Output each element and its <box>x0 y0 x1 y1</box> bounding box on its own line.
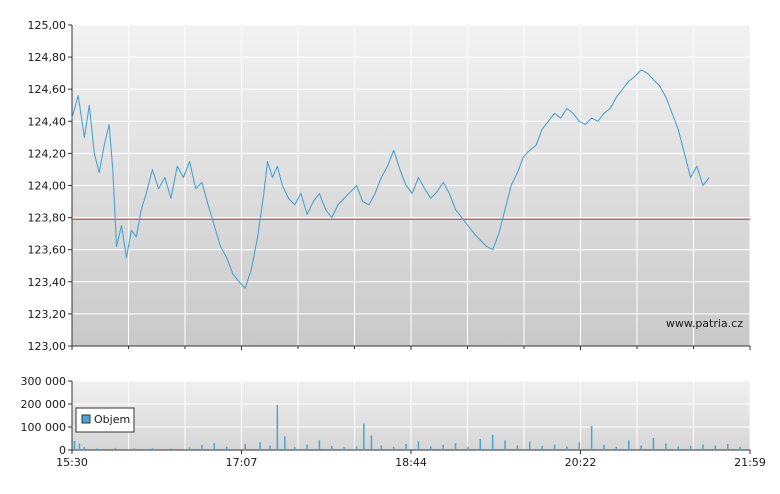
volume-bar <box>504 440 506 450</box>
volume-bar <box>603 444 605 450</box>
volume-bar <box>170 448 172 450</box>
x-tick-label: 18:44 <box>395 456 427 469</box>
volume-bar <box>83 447 86 450</box>
volume-bar <box>727 444 729 450</box>
legend-swatch <box>81 414 91 424</box>
volume-y-tick-label: 300 000 <box>21 375 67 388</box>
volume-bar <box>491 434 494 450</box>
volume-bar <box>479 439 481 450</box>
price-y-tick-label: 124,40 <box>28 115 67 128</box>
volume-bar <box>355 446 358 450</box>
price-y-tick-label: 123,80 <box>28 212 67 225</box>
volume-bar <box>405 444 407 450</box>
volume-bar <box>702 444 704 450</box>
volume-bar <box>615 446 618 450</box>
volume-bar <box>213 443 215 450</box>
volume-y-tick-label: 0 <box>59 444 66 457</box>
volume-bar <box>714 445 717 450</box>
volume-bar <box>225 446 228 450</box>
x-axis: 15:30 17:07 18:44 20:22 21:59 <box>56 346 766 469</box>
legend-label: Objem <box>94 413 130 426</box>
volume-bar <box>244 444 246 450</box>
price-y-axis: 123,00 123,20 123,40 123,60 123,80 124,00 124,… <box>28 19 72 353</box>
volume-y-tick-label: 200 000 <box>21 398 67 411</box>
volume-bar <box>553 444 556 450</box>
volume-bar <box>578 442 580 450</box>
price-line <box>71 69 710 289</box>
volume-bar <box>370 435 373 450</box>
x-tick-label: 20:22 <box>565 456 597 469</box>
volume-bar <box>516 445 519 450</box>
volume-bar <box>151 448 154 450</box>
volume-bar <box>590 425 593 450</box>
volume-bar <box>652 438 655 450</box>
volume-bar <box>269 445 271 450</box>
volume-bar <box>454 443 457 450</box>
volume-bar <box>259 442 261 450</box>
volume-bar <box>343 447 345 450</box>
volume-bar <box>430 446 432 450</box>
volume-bar <box>114 447 117 450</box>
volume-bar <box>318 440 321 450</box>
volume-bar <box>201 444 203 450</box>
volume-bar <box>677 446 679 450</box>
volume-bar <box>689 445 692 450</box>
volume-y-tick-label: 100 000 <box>21 421 67 434</box>
volume-bar <box>392 446 395 450</box>
volume-bars <box>73 405 741 450</box>
volume-bar <box>78 443 81 450</box>
volume-bar <box>467 446 469 450</box>
volume-bar <box>133 448 135 450</box>
volume-y-axis: 0 100 000 200 000 300 000 <box>21 375 72 457</box>
volume-bar <box>284 436 286 450</box>
price-y-tick-label: 123,40 <box>28 276 67 289</box>
volume-bar <box>276 405 279 450</box>
volume-bar <box>739 446 741 450</box>
volume-bar <box>363 423 365 450</box>
volume-bar <box>665 443 667 450</box>
volume-bar <box>640 445 642 450</box>
volume-bar <box>73 440 76 450</box>
price-y-tick-label: 124,80 <box>28 51 67 64</box>
volume-bar <box>628 440 630 450</box>
volume-bar <box>417 441 420 450</box>
volume-bar <box>188 447 191 450</box>
legend: Objem <box>75 407 135 433</box>
x-tick-label: 21:59 <box>734 456 766 469</box>
price-y-tick-label: 125,00 <box>28 19 67 32</box>
price-y-tick-label: 123,60 <box>28 244 67 257</box>
price-y-tick-label: 123,00 <box>28 340 67 353</box>
price-y-tick-label: 124,20 <box>28 147 67 160</box>
watermark: www.patria.cz <box>666 317 743 330</box>
volume-bar <box>331 445 333 450</box>
x-tick-label: 15:30 <box>56 456 88 469</box>
volume-bar <box>529 441 531 450</box>
price-y-tick-label: 124,60 <box>28 83 67 96</box>
volume-bar <box>566 446 568 450</box>
volume-bar <box>96 448 98 450</box>
volume-bar <box>541 445 543 450</box>
volume-bar <box>442 444 444 450</box>
volume-bar <box>380 445 383 450</box>
volume-bar <box>294 447 296 450</box>
price-y-tick-label: 123,20 <box>28 308 67 321</box>
x-tick-label: 17:07 <box>226 456 258 469</box>
volume-bar <box>306 444 308 450</box>
price-y-tick-label: 124,00 <box>28 180 67 193</box>
